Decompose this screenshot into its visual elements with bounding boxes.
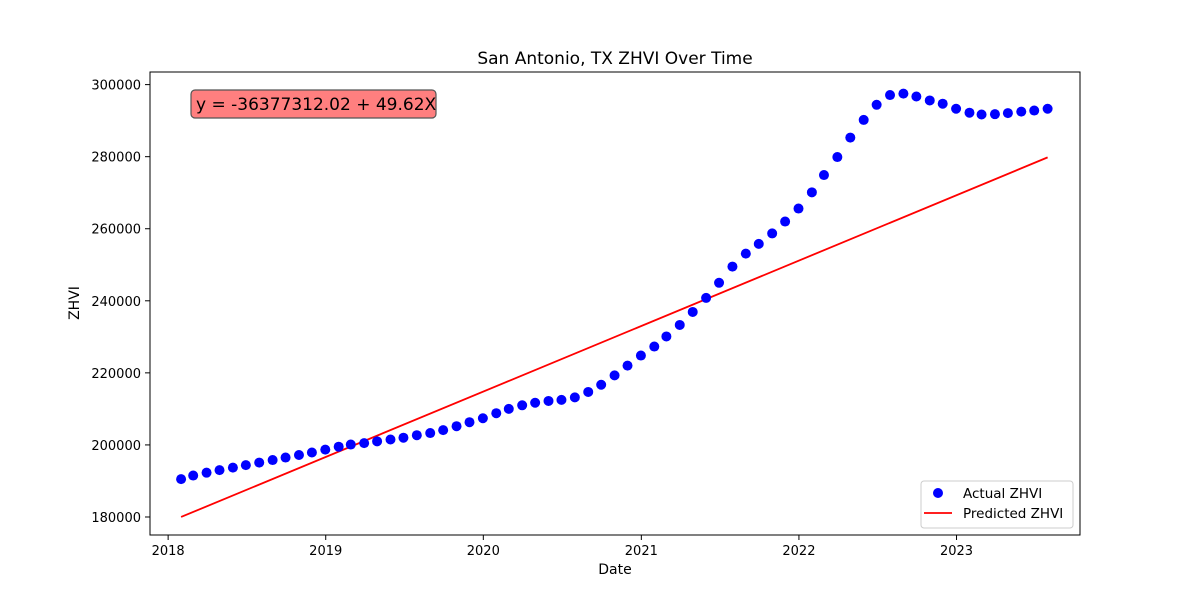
actual-zhvi-point [753,238,764,249]
actual-zhvi-point [871,99,882,110]
y-tick-label: 180000 [91,511,141,526]
actual-zhvi-point [596,379,607,390]
actual-zhvi-point [240,460,251,471]
actual-zhvi-point [976,109,987,120]
actual-zhvi-point [425,428,436,439]
actual-zhvi-point [503,403,514,414]
y-tick-label: 300000 [91,79,141,94]
actual-zhvi-point [254,457,265,468]
actual-zhvi-point [359,438,370,449]
x-axis: 2018 2019 2020 2021 2022 2023 [152,535,973,559]
equation-text: y = -36377312.02 + 49.62X [196,95,437,115]
actual-zhvi-point [569,392,580,403]
actual-zhvi-point [543,395,554,406]
actual-zhvi-point [661,331,672,342]
actual-zhvi-point [583,386,594,397]
actual-zhvi-point [345,439,356,450]
actual-zhvi-point [530,397,541,408]
actual-zhvi-point [333,441,344,452]
actual-zhvi-point [1002,108,1013,119]
actual-zhvi-point [556,394,567,405]
legend-box [920,480,1074,529]
actual-zhvi-point [1016,106,1027,117]
x-tick-label: 2019 [309,544,342,559]
actual-zhvi-point [227,462,238,473]
y-tick-label: 240000 [91,295,141,310]
actual-zhvi-point [214,465,225,476]
actual-zhvi-point [806,187,817,198]
y-tick-label: 200000 [91,439,141,454]
actual-zhvi-point [491,408,502,419]
actual-zhvi-point [477,413,488,424]
actual-zhvi-point [385,434,396,445]
actual-zhvi-point [517,400,528,411]
actual-zhvi-point [885,90,896,101]
actual-zhvi-point [635,350,646,361]
actual-zhvi-point [793,203,804,214]
x-tick-label: 2021 [625,544,658,559]
actual-zhvi-point [898,88,909,99]
y-axis-label: ZHVI [67,286,83,320]
equation-annotation: y = -36377312.02 + 49.62X [190,89,437,119]
y-tick-label: 220000 [91,367,141,382]
actual-zhvi-point [989,109,1000,120]
actual-zhvi-point [201,467,212,478]
actual-series [176,88,1053,485]
x-tick-label: 2023 [940,544,973,559]
plot-frame [149,71,1081,536]
legend: Actual ZHVI Predicted ZHVI [920,480,1074,529]
actual-zhvi-point [649,341,660,352]
predicted-zhvi-line [180,156,1048,518]
actual-zhvi-point [964,107,975,118]
actual-zhvi-point [398,432,409,443]
x-tick-label: 2022 [782,544,815,559]
actual-zhvi-point [280,452,291,463]
plot-area [150,72,1080,535]
actual-zhvi-point [320,444,331,455]
actual-zhvi-point [727,261,738,272]
x-tick-label: 2018 [152,544,185,559]
actual-zhvi-point [780,216,791,227]
actual-zhvi-point [687,306,698,317]
actual-zhvi-point [267,455,278,466]
actual-zhvi-point [176,474,187,485]
actual-zhvi-point [622,360,633,371]
chart-title: San Antonio, TX ZHVI Over Time [477,49,752,69]
actual-zhvi-point [1042,103,1053,114]
x-tick-label: 2020 [467,544,500,559]
actual-zhvi-point [832,152,843,163]
actual-zhvi-point [951,103,962,114]
y-tick-label: 280000 [91,151,141,166]
actual-zhvi-point [714,277,725,288]
actual-zhvi-point [438,425,449,436]
equation-box [190,89,437,119]
actual-zhvi-point [451,421,462,432]
actual-zhvi-point [701,292,712,303]
actual-zhvi-point [818,170,829,181]
actual-zhvi-point [845,132,856,143]
actual-zhvi-point [1029,105,1040,116]
x-axis-label: Date [598,562,631,578]
y-axis: 180000 200000 220000 240000 260000 280000 3000… [91,79,150,526]
legend-marker-actual [933,488,943,498]
actual-zhvi-point [674,319,685,330]
actual-zhvi-point [306,447,317,458]
y-tick-label: 260000 [91,223,141,238]
actual-zhvi-point [911,91,922,102]
actual-zhvi-point [188,470,199,481]
legend-label-actual: Actual ZHVI [963,486,1042,502]
actual-zhvi-point [767,228,778,239]
actual-zhvi-point [411,430,422,441]
actual-zhvi-point [464,417,475,428]
actual-zhvi-point [293,450,304,461]
actual-zhvi-point [924,95,935,106]
predicted-series [180,156,1048,518]
actual-zhvi-point [937,98,948,109]
actual-zhvi-point [740,248,751,259]
actual-zhvi-point [372,436,383,447]
actual-zhvi-point [609,370,620,381]
actual-zhvi-point [858,114,869,125]
legend-label-predicted: Predicted ZHVI [963,506,1063,522]
